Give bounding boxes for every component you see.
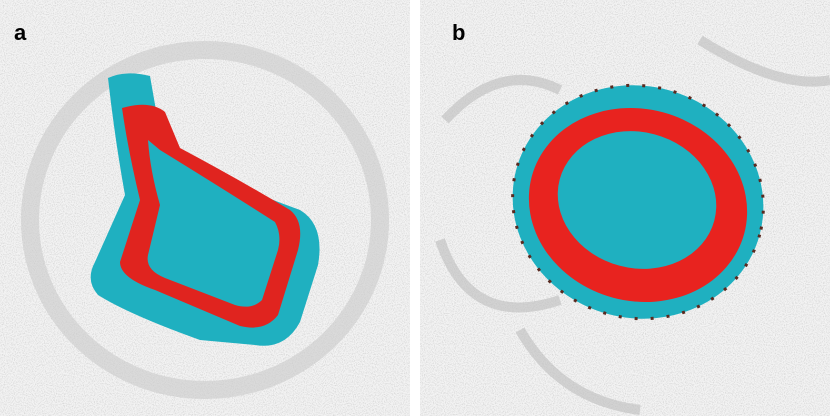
panel-label: b bbox=[452, 20, 465, 45]
page: a b (() => { const data = JSON.parse(doc… bbox=[0, 0, 830, 416]
panel-b: b bbox=[420, 0, 830, 416]
figure: a b bbox=[0, 0, 830, 416]
panel-a: a bbox=[0, 0, 410, 416]
panel-label: a bbox=[14, 20, 27, 45]
